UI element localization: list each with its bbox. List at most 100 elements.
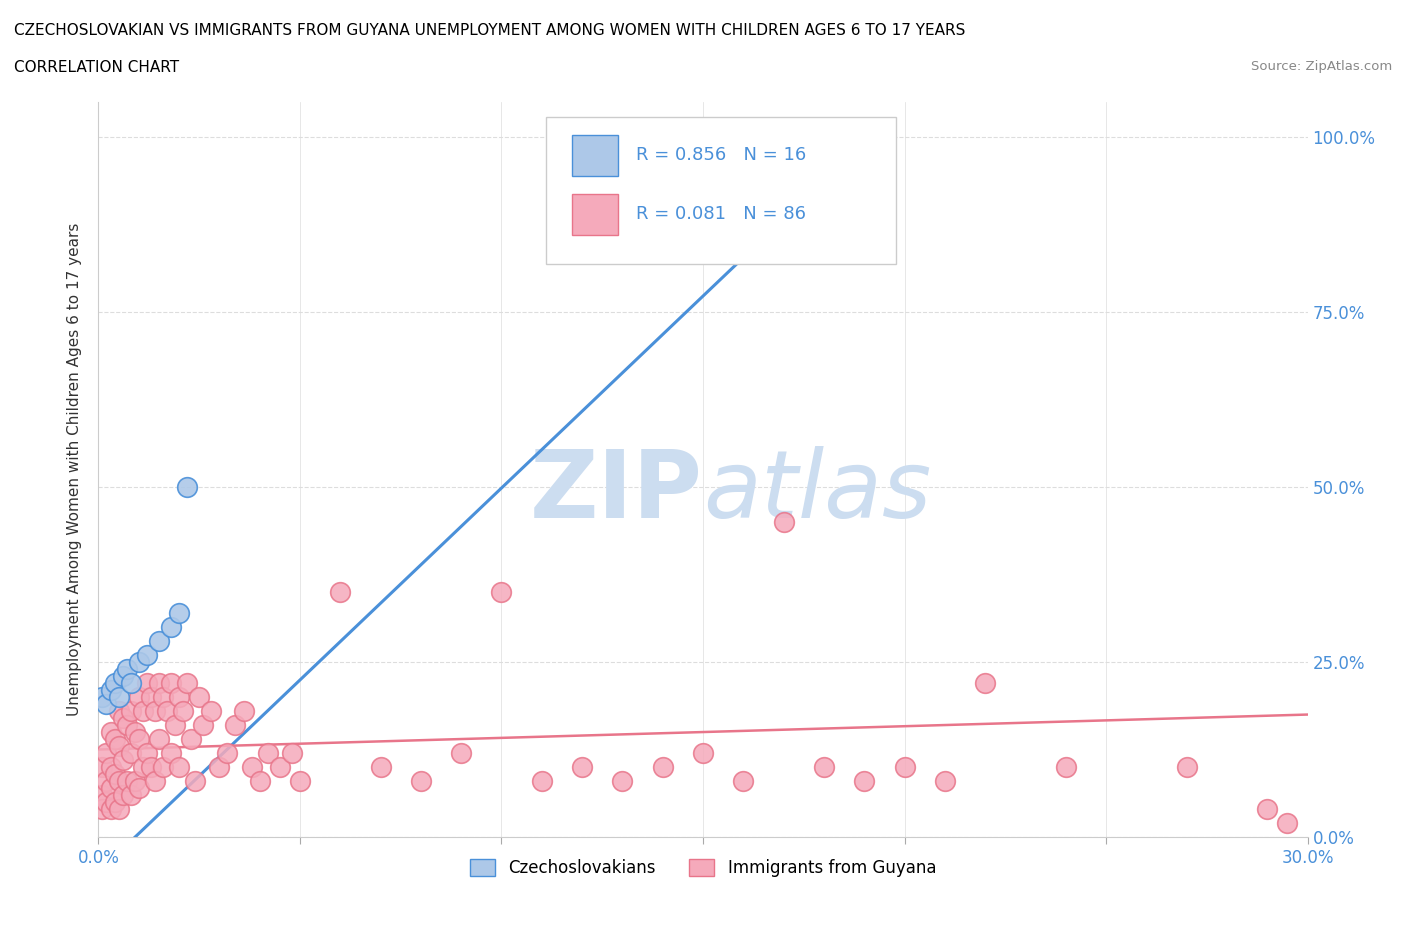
Point: [148, 633, 170, 648]
Point: [100, 760, 122, 775]
Text: R = 0.856   N = 16: R = 0.856 N = 16: [637, 146, 807, 165]
Point: [733, 774, 755, 789]
Point: [111, 669, 134, 684]
Point: [163, 718, 186, 733]
Point: [91, 802, 114, 817]
Point: [1256, 802, 1278, 817]
Point: [128, 732, 150, 747]
Point: [772, 514, 794, 529]
Point: [370, 760, 392, 775]
Point: [100, 780, 122, 795]
Point: [530, 774, 553, 789]
Point: [120, 675, 142, 690]
Point: [128, 690, 150, 705]
Point: [111, 711, 134, 725]
FancyBboxPatch shape: [572, 194, 619, 234]
Point: [148, 675, 170, 690]
Point: [232, 704, 254, 719]
Point: [124, 724, 146, 739]
Point: [143, 704, 166, 719]
Point: [91, 690, 114, 705]
Point: [813, 760, 835, 775]
Y-axis label: Unemployment Among Women with Children Ages 6 to 17 years: Unemployment Among Women with Children A…: [67, 223, 83, 716]
Point: [240, 760, 263, 775]
Point: [256, 746, 278, 761]
Point: [156, 704, 179, 719]
Point: [103, 732, 125, 747]
Point: [139, 760, 162, 775]
Text: ZIP: ZIP: [530, 445, 703, 538]
Point: [571, 760, 593, 775]
Point: [176, 675, 198, 690]
Legend: Czechoslovakians, Immigrants from Guyana: Czechoslovakians, Immigrants from Guyana: [464, 852, 942, 883]
Point: [100, 724, 122, 739]
Text: atlas: atlas: [703, 446, 931, 538]
Point: [139, 690, 162, 705]
Point: [288, 774, 311, 789]
Point: [96, 746, 118, 761]
Point: [160, 619, 183, 634]
Point: [111, 752, 134, 767]
Point: [200, 704, 222, 719]
FancyBboxPatch shape: [572, 136, 619, 176]
Point: [100, 683, 122, 698]
Point: [128, 780, 150, 795]
Point: [91, 760, 114, 775]
Point: [651, 760, 673, 775]
Point: [107, 690, 129, 705]
Point: [409, 774, 432, 789]
Point: [329, 585, 352, 600]
Point: [91, 788, 114, 803]
Point: [934, 774, 956, 789]
Point: [135, 675, 157, 690]
Point: [132, 704, 155, 719]
Point: [184, 774, 207, 789]
Point: [974, 675, 997, 690]
Point: [1277, 816, 1299, 830]
Point: [208, 760, 231, 775]
Point: [893, 760, 915, 775]
Point: [193, 718, 215, 733]
Point: [1054, 760, 1077, 775]
Point: [103, 794, 125, 809]
Point: [167, 760, 190, 775]
Point: [115, 774, 138, 789]
Point: [167, 605, 190, 620]
Point: [96, 697, 118, 711]
Point: [853, 774, 876, 789]
Point: [188, 690, 211, 705]
Text: R = 0.081   N = 86: R = 0.081 N = 86: [637, 205, 807, 223]
Point: [103, 675, 125, 690]
Point: [180, 732, 202, 747]
Point: [143, 774, 166, 789]
Point: [612, 774, 634, 789]
Point: [167, 690, 190, 705]
Point: [152, 760, 174, 775]
FancyBboxPatch shape: [546, 117, 897, 264]
Point: [281, 746, 304, 761]
Point: [100, 802, 122, 817]
Point: [1175, 760, 1198, 775]
Point: [152, 690, 174, 705]
Point: [249, 774, 271, 789]
Point: [107, 774, 129, 789]
Point: [128, 655, 150, 670]
Point: [120, 704, 142, 719]
Point: [172, 704, 194, 719]
Point: [160, 746, 183, 761]
Point: [111, 788, 134, 803]
Point: [845, 165, 868, 179]
Point: [692, 746, 714, 761]
Text: CZECHOSLOVAKIAN VS IMMIGRANTS FROM GUYANA UNEMPLOYMENT AMONG WOMEN WITH CHILDREN: CZECHOSLOVAKIAN VS IMMIGRANTS FROM GUYAN…: [14, 23, 966, 38]
Point: [135, 647, 157, 662]
Point: [120, 788, 142, 803]
Point: [160, 675, 183, 690]
Point: [120, 746, 142, 761]
Point: [115, 661, 138, 676]
Point: [148, 732, 170, 747]
Text: Source: ZipAtlas.com: Source: ZipAtlas.com: [1251, 60, 1392, 73]
Point: [107, 738, 129, 753]
Point: [115, 718, 138, 733]
Point: [832, 179, 855, 193]
Point: [103, 766, 125, 781]
